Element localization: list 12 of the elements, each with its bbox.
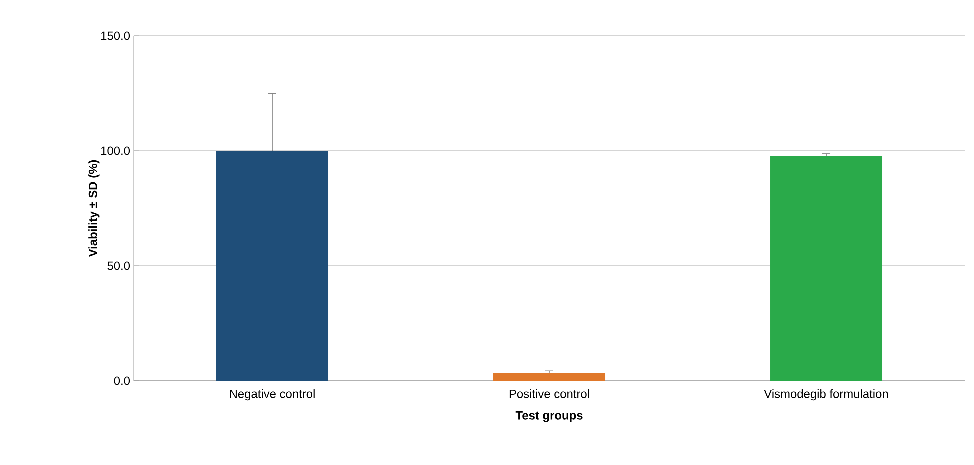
- x-axis-title: Test groups: [516, 412, 583, 422]
- bar: [494, 372, 606, 381]
- x-tick-label: Vismodegib formulation: [764, 390, 888, 401]
- y-tick-label: 100.0: [101, 146, 130, 156]
- x-tick-label: Negative control: [230, 390, 315, 401]
- bar: [770, 156, 883, 381]
- y-tick-label: 150.0: [101, 32, 130, 40]
- y-tick-label: 0.0: [114, 376, 130, 386]
- y-tick-label: 50.0: [108, 262, 130, 270]
- y-axis-title: Viability ± SD (%): [88, 160, 100, 258]
- x-tick-label: Positive control: [510, 390, 590, 398]
- bar: [216, 150, 329, 381]
